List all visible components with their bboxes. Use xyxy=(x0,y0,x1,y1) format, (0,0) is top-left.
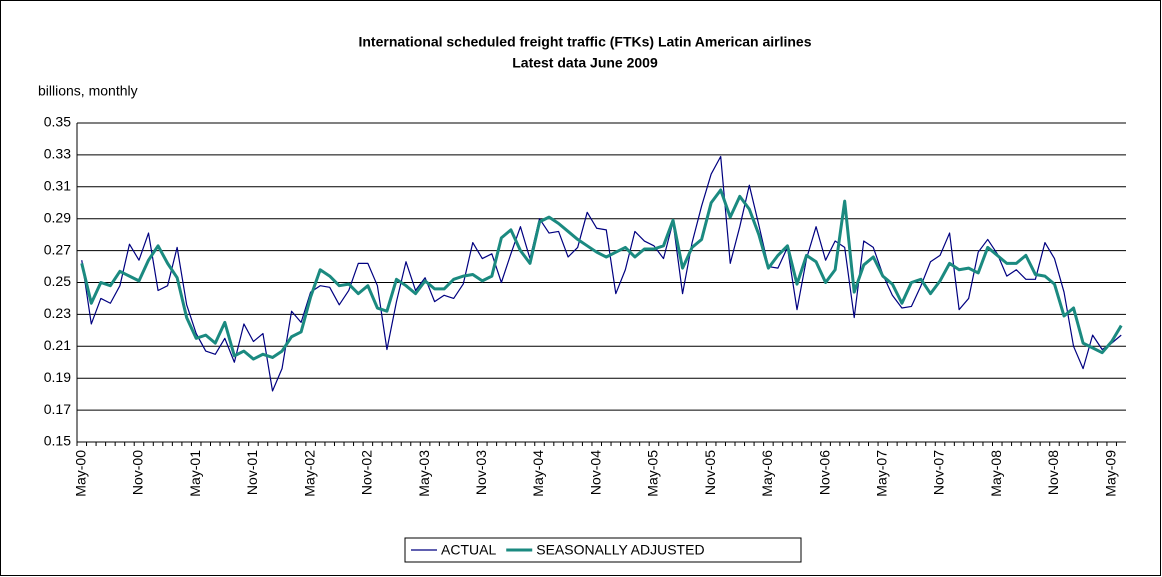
y-axis-label: billions, monthly xyxy=(38,83,138,99)
x-tick-label: Nov-04 xyxy=(587,450,603,495)
y-tick-label: 0.21 xyxy=(44,337,71,353)
y-tick-label: 0.15 xyxy=(44,433,71,449)
x-tick-label: May-02 xyxy=(301,450,317,497)
x-tick-label: Nov-06 xyxy=(816,450,832,495)
y-tick-label: 0.29 xyxy=(44,209,71,225)
chart-title: International scheduled freight traffic … xyxy=(358,34,811,50)
x-tick-label: Nov-05 xyxy=(702,450,718,495)
x-tick-label: May-06 xyxy=(759,450,775,497)
x-tick-label: Nov-00 xyxy=(130,450,146,495)
x-tick-label: Nov-03 xyxy=(473,450,489,495)
series-line xyxy=(81,155,1122,392)
series-line xyxy=(80,188,1123,361)
y-tick-label: 0.17 xyxy=(44,401,71,417)
x-tick-label: May-07 xyxy=(874,450,890,497)
x-tick-label: Nov-07 xyxy=(931,450,947,495)
x-tick-label: May-04 xyxy=(530,450,546,497)
legend-box xyxy=(404,537,802,563)
x-tick-label: May-08 xyxy=(988,450,1004,497)
x-tick-label: Nov-08 xyxy=(1045,450,1061,495)
y-tick-label: 0.31 xyxy=(44,178,71,194)
y-tick-label: 0.19 xyxy=(44,369,71,385)
y-tick-label: 0.33 xyxy=(44,146,71,162)
x-tick-label: Nov-01 xyxy=(244,450,260,495)
y-tick-label: 0.25 xyxy=(44,273,71,289)
y-tick-label: 0.35 xyxy=(44,114,71,130)
y-tick-label: 0.23 xyxy=(44,305,71,321)
legend-label: ACTUAL xyxy=(441,542,496,558)
x-tick-label: May-03 xyxy=(416,450,432,497)
chart-subtitle: Latest data June 2009 xyxy=(512,55,658,71)
legend-label: SEASONALLY ADJUSTED xyxy=(536,542,704,558)
x-tick-label: May-01 xyxy=(187,450,203,497)
x-tick-label: May-09 xyxy=(1102,450,1118,497)
y-tick-label: 0.27 xyxy=(44,241,71,257)
x-tick-label: Nov-02 xyxy=(359,450,375,495)
x-tick-label: May-05 xyxy=(645,450,661,497)
x-tick-label: May-00 xyxy=(72,450,88,497)
